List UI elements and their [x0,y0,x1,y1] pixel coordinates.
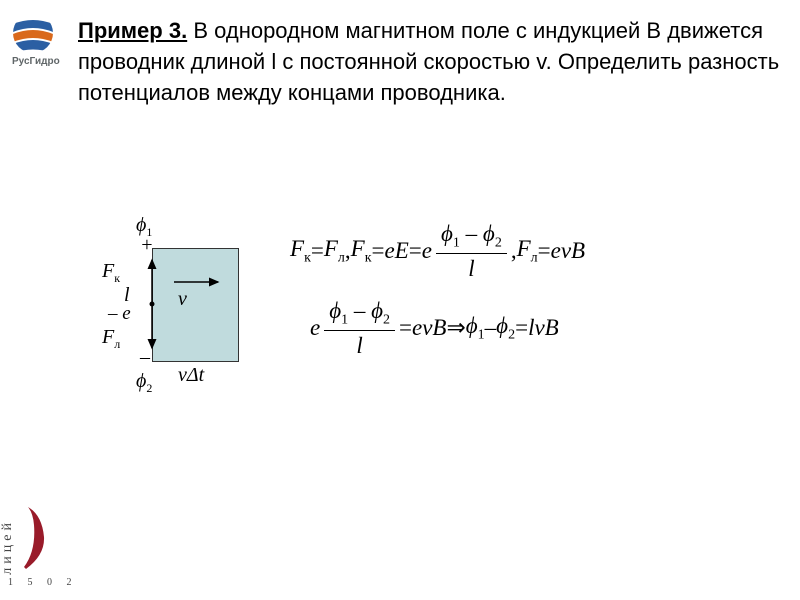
problem-statement: Пример 3. В однородном магнитном поле с … [78,16,780,108]
top-logo: РусГидро [12,12,60,67]
label-phi2: ϕ2 [136,370,152,396]
formula-block: Fк = Fл , Fк = eE = e ϕ1 – ϕ2 l , Fл = e… [290,220,782,374]
label-fk: Fк [102,260,120,286]
label-minus-e: – e [108,303,131,325]
bottom-logo: лицей 1 5 0 2 [0,503,78,588]
lyceum-vertical-text: лицей [0,519,16,575]
label-fl: Fл [102,326,120,352]
label-v: v [178,288,187,311]
formula-row-1: Fк = Fл , Fк = eE = e ϕ1 – ϕ2 l , Fл = e… [290,220,782,283]
label-plus: + [140,234,154,257]
formula-row-2: e ϕ1 – ϕ2 l = evB ⇒ ϕ1 – ϕ2 = lvB [310,297,782,360]
diagram: ϕ1 + Fк l – e Fл – ϕ2 v vΔt [90,212,260,402]
label-minus: – [140,346,150,369]
problem-title: Пример 3. [78,18,187,43]
lyceum-curve-icon [14,503,62,575]
lyceum-number: 1 5 0 2 [8,577,78,588]
label-vdt: vΔt [178,364,204,387]
logo-sphere-icon [12,12,54,54]
logo-brand-text: РусГидро [12,56,60,67]
